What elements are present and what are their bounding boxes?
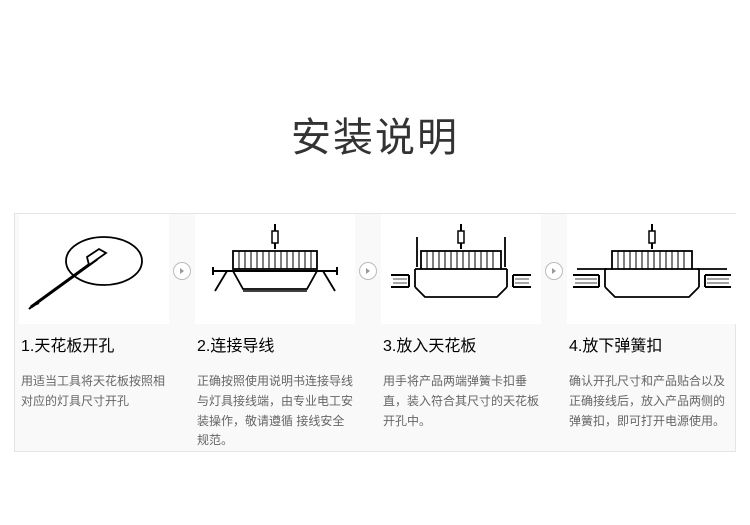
diagram-release-spring [567,214,737,324]
diagram-connect-wire [195,214,355,324]
step-4-title: 4.放下弹簧扣 [567,332,737,356]
arrow-1 [173,214,191,280]
step-1-title: 1.天花板开孔 [19,332,169,356]
page: 安装说明 1.天花板开孔 用适当工具将天花板按照相对应的灯具尺寸开孔 [0,0,750,525]
step-2: 2.连接导线 正确按照使用说明书连接导线与灯具接线端，由专业电工安装操作，敬请遵… [191,214,359,451]
diagram-insert-ceiling [381,214,541,324]
step-1: 1.天花板开孔 用适当工具将天花板按照相对应的灯具尺寸开孔 [15,214,173,412]
diagram-cut-hole [19,214,169,324]
step-3: 3.放入天花板 用手将产品两端弹簧卡扣垂直，装入符合其尺寸的天花板开孔中。 [377,214,545,431]
arrow-2 [359,214,377,280]
step-1-desc: 用适当工具将天花板按照相对应的灯具尺寸开孔 [19,372,169,412]
step-2-desc: 正确按照使用说明书连接导线与灯具接线端，由专业电工安装操作，敬请遵循 接线安全规… [195,372,355,451]
step-3-desc: 用手将产品两端弹簧卡扣垂直，装入符合其尺寸的天花板开孔中。 [381,372,541,431]
main-title: 安装说明 [291,105,459,163]
step-4: 4.放下弹簧扣 确认开孔尺寸和产品贴合以及正确接线后，放入产品两侧的弹簧扣，即可… [563,214,741,431]
arrow-icon [359,262,377,280]
step-4-desc: 确认开孔尺寸和产品贴合以及正确接线后，放入产品两侧的弹簧扣，即可打开电源使用。 [567,372,737,431]
step-2-title: 2.连接导线 [195,332,355,356]
steps-panel: 1.天花板开孔 用适当工具将天花板按照相对应的灯具尺寸开孔 [14,213,736,452]
step-3-title: 3.放入天花板 [381,332,541,356]
arrow-icon [545,262,563,280]
arrow-icon [173,262,191,280]
arrow-3 [545,214,563,280]
